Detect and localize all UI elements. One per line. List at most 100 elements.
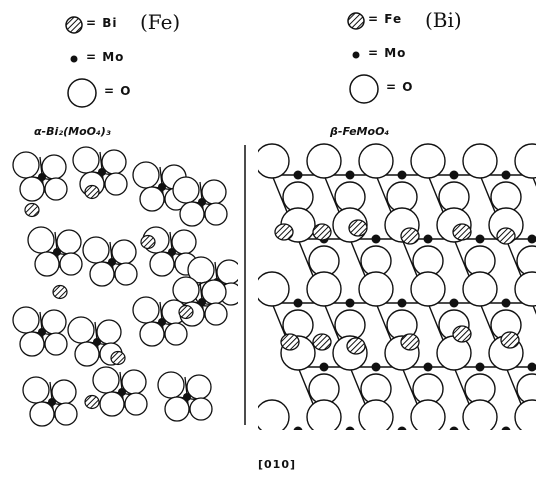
oxygen-atom xyxy=(358,399,394,430)
bond xyxy=(428,431,454,478)
bi-atom xyxy=(140,234,156,250)
bi-atom xyxy=(178,304,194,320)
oxygen-atom xyxy=(410,271,446,307)
oxygen-atom xyxy=(306,143,342,179)
mo-atom xyxy=(93,338,101,346)
mo-atom xyxy=(98,168,106,176)
oxygen-atom xyxy=(258,399,290,430)
legend-right-mo-label: = Mo xyxy=(368,46,407,60)
bi-atom xyxy=(110,350,126,366)
oxygen-atom xyxy=(139,321,165,347)
oxygen-atom xyxy=(358,143,394,179)
left-panel-title: α-Bi₂(MoO₄)₃ xyxy=(34,125,111,138)
oxygen-atom xyxy=(132,296,160,324)
fe-atom xyxy=(400,227,420,245)
mo-atom xyxy=(293,298,303,308)
legend-right-mo-row: = Mo xyxy=(344,46,406,60)
mo-atom xyxy=(501,426,511,430)
bond xyxy=(531,302,536,315)
mo-atom xyxy=(293,170,303,180)
fe-atom xyxy=(280,333,300,351)
mo-atom xyxy=(118,388,126,396)
mo-atom xyxy=(168,248,176,256)
fe-atom xyxy=(312,223,332,241)
right-panel-title: β-FeMoO₄ xyxy=(330,125,390,138)
legend-left-bi-row: = Bi xyxy=(62,16,118,30)
oxygen-atom xyxy=(462,143,498,179)
mo-atom xyxy=(527,234,536,244)
fe-atom xyxy=(346,337,366,355)
oxygen-atom xyxy=(74,341,100,367)
legend-left-circle-symbol xyxy=(67,78,97,108)
oxygen-atom xyxy=(19,176,45,202)
mo-atom xyxy=(423,234,433,244)
legend-left-o-row: = O xyxy=(62,84,131,98)
oxygen-atom xyxy=(114,262,138,286)
mo-atom xyxy=(345,298,355,308)
oxygen-atom xyxy=(306,271,342,307)
fe-atom xyxy=(452,223,472,241)
oxygen-atom xyxy=(387,438,417,468)
oxygen-atom xyxy=(67,316,95,344)
mo-atom xyxy=(198,198,206,206)
oxygen-atom xyxy=(99,391,125,417)
bi-atom xyxy=(84,184,100,200)
bi-atom xyxy=(24,202,40,218)
legend-left-o-label: = O xyxy=(104,84,132,98)
mo-atom xyxy=(475,362,485,372)
oxygen-atom xyxy=(132,161,160,189)
mo-atom xyxy=(183,393,191,401)
oxygen-atom xyxy=(104,172,128,196)
mo-atom xyxy=(108,258,116,266)
mo-atom xyxy=(158,183,166,191)
oxygen-atom xyxy=(189,397,213,421)
mo-atom xyxy=(48,398,56,406)
bond xyxy=(272,431,298,478)
legend-right-dot-symbol xyxy=(352,51,360,59)
mo-atom xyxy=(38,328,46,336)
beta-femoo4-structure xyxy=(258,143,536,478)
mo-atom xyxy=(475,234,485,244)
oxygen-atom xyxy=(410,399,446,430)
oxygen-atom xyxy=(92,366,120,394)
legend-left-bi-label: = Bi xyxy=(86,16,118,30)
mo-atom xyxy=(501,170,511,180)
bond xyxy=(531,174,536,187)
oxygen-atom xyxy=(164,396,190,422)
bi-atom xyxy=(52,284,68,300)
legend-left-mo-label: = Mo xyxy=(86,50,125,64)
mo-atom xyxy=(198,298,206,306)
mo-atom xyxy=(371,234,381,244)
legend-right-o-row: = O xyxy=(344,80,413,94)
bond xyxy=(532,431,536,478)
fe-atom xyxy=(348,219,368,237)
oxygen-atom xyxy=(19,331,45,357)
oxygen-atom xyxy=(514,399,536,430)
mo-atom xyxy=(345,170,355,180)
alpha-bi2moo43-structure xyxy=(12,146,238,427)
oxygen-atom xyxy=(204,202,228,226)
oxygen-atom xyxy=(34,251,60,277)
oxygen-atom xyxy=(72,146,100,174)
mo-atom xyxy=(38,173,46,181)
fe-atom xyxy=(500,331,520,349)
mo-atom xyxy=(293,426,303,430)
legend-left-hatched-symbol xyxy=(65,16,83,34)
oxygen-atom xyxy=(172,276,200,304)
mo-atom xyxy=(319,362,329,372)
mo-atom xyxy=(53,248,61,256)
direction-label: [010] xyxy=(258,458,297,471)
bond xyxy=(376,431,402,478)
oxygen-atom xyxy=(172,176,200,204)
legend-right-o-label: = O xyxy=(386,80,414,94)
mo-atom xyxy=(527,362,536,372)
legend-right-alt-element: (Bi) xyxy=(425,8,462,32)
oxygen-atom xyxy=(44,177,68,201)
oxygen-atom xyxy=(439,438,469,468)
oxygen-atom xyxy=(462,271,498,307)
mo-atom xyxy=(371,362,381,372)
legend-right-fe-row: = Fe xyxy=(344,12,402,26)
mo-atom xyxy=(158,318,166,326)
mo-atom xyxy=(449,298,459,308)
